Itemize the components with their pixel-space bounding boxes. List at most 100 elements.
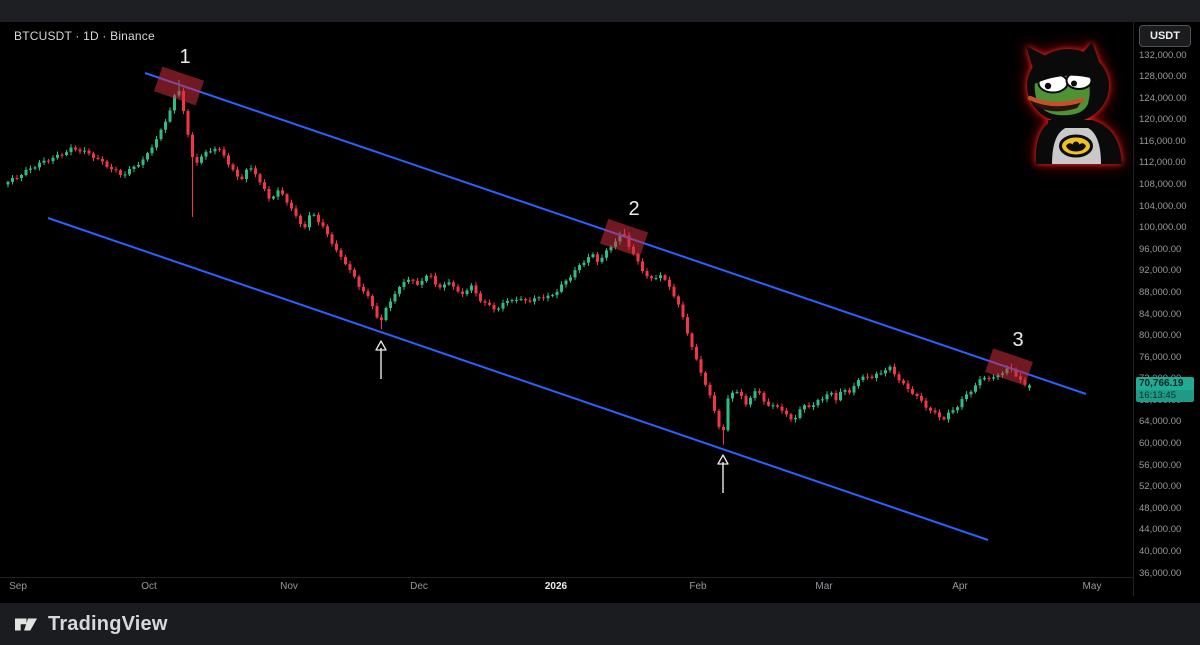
candle-body <box>312 214 316 216</box>
candle-body <box>29 168 32 170</box>
candle-body <box>717 410 721 427</box>
candle-body <box>389 301 392 308</box>
candle-body <box>168 110 172 122</box>
candle-body <box>56 154 59 158</box>
candle-body <box>965 394 968 400</box>
candle-body <box>582 262 586 266</box>
touch-marker-box[interactable] <box>153 66 205 106</box>
candle-body <box>506 300 509 303</box>
candle-body <box>308 215 311 228</box>
candle-body <box>861 376 865 381</box>
candle-body <box>420 280 424 285</box>
candle-body <box>348 264 352 270</box>
price-axis-label: 56,000.00 <box>1139 459 1182 471</box>
price-axis-label: 92,000.00 <box>1139 265 1182 277</box>
candle-body <box>92 153 95 158</box>
touch-marker-box[interactable] <box>985 348 1033 386</box>
candle-body <box>204 151 208 157</box>
candle-body <box>447 282 451 285</box>
candle-body <box>596 254 599 262</box>
candle-body <box>51 157 55 162</box>
candle-body <box>357 276 361 287</box>
touch-marker-number: 3 <box>1012 329 1023 351</box>
channel-lower-trendline[interactable] <box>47 217 989 541</box>
candle-body <box>371 295 374 307</box>
candle-body <box>321 222 325 227</box>
candle-body <box>186 111 190 135</box>
candle-body <box>443 284 446 288</box>
candle-body <box>128 168 131 175</box>
candle-body <box>267 188 271 199</box>
candle-body <box>218 148 221 150</box>
candle-body <box>510 300 514 302</box>
price-axis-label: 48,000.00 <box>1139 502 1182 514</box>
candle-body <box>1028 385 1031 388</box>
candle-body <box>780 406 784 411</box>
candle-body <box>960 399 964 408</box>
candle-body <box>771 405 775 407</box>
candle-body <box>803 405 806 410</box>
symbol-title[interactable]: BTCUSDT · 1D · Binance <box>14 29 155 43</box>
touch-marker-box[interactable] <box>599 218 649 258</box>
time-axis-label: 2026 <box>544 581 568 592</box>
time-axis-label: May <box>1082 581 1102 592</box>
candle-body <box>893 366 896 375</box>
candle-body <box>519 299 523 301</box>
candle-body <box>546 295 550 299</box>
candle-body <box>758 391 761 393</box>
candle-body <box>483 301 487 303</box>
price-axis-separator <box>1133 22 1134 596</box>
candle-body <box>740 391 743 396</box>
up-arrow[interactable] <box>375 340 387 379</box>
candle-body <box>398 286 401 294</box>
candle-body <box>938 412 941 418</box>
candle-body <box>461 291 464 294</box>
candle-body <box>713 395 716 411</box>
candle-body <box>848 390 851 393</box>
candle-body <box>753 391 757 398</box>
candle-body <box>542 297 545 299</box>
last-price-value: 70,766.19 <box>1136 377 1194 390</box>
candle-body <box>195 157 199 163</box>
candle-body <box>42 160 46 163</box>
candle-body <box>830 392 833 395</box>
candle-body <box>551 295 554 297</box>
candle-body <box>951 410 955 413</box>
candle-body <box>578 265 581 271</box>
candle-body <box>87 150 91 154</box>
candle-body <box>6 181 10 185</box>
candles[interactable] <box>6 79 1032 445</box>
candle-body <box>353 269 356 277</box>
candle-body <box>173 95 176 111</box>
price-axis-label: 108,000.00 <box>1139 179 1187 190</box>
candle-body <box>240 176 244 180</box>
candle-body <box>69 147 73 153</box>
candle-body <box>785 410 788 415</box>
up-arrow[interactable] <box>717 454 729 493</box>
tradingview-logo-icon[interactable] <box>13 611 39 637</box>
tradingview-wordmark[interactable]: TradingView <box>48 612 168 635</box>
candle-body <box>20 175 23 179</box>
candle-body <box>834 392 838 401</box>
candle-body <box>888 366 892 371</box>
candle-body <box>726 398 730 431</box>
candle-body <box>609 247 613 251</box>
price-axis-label: 112,000.00 <box>1139 157 1186 169</box>
candle-body <box>155 139 158 148</box>
candle-body <box>911 389 914 394</box>
currency-toggle-button[interactable]: USDT <box>1139 25 1191 47</box>
candle-body <box>681 304 685 318</box>
candle-body <box>812 405 815 407</box>
candle-body <box>699 359 703 373</box>
price-axis-label: 44,000.00 <box>1139 524 1182 536</box>
candle-body <box>794 417 797 420</box>
candle-body <box>105 161 109 167</box>
candle-body <box>821 399 824 401</box>
candle-body <box>690 333 694 347</box>
candle-body <box>402 281 406 287</box>
candle-body <box>33 167 37 169</box>
candle-body <box>222 149 226 156</box>
candle-body <box>362 286 365 292</box>
candle-body <box>200 156 203 163</box>
